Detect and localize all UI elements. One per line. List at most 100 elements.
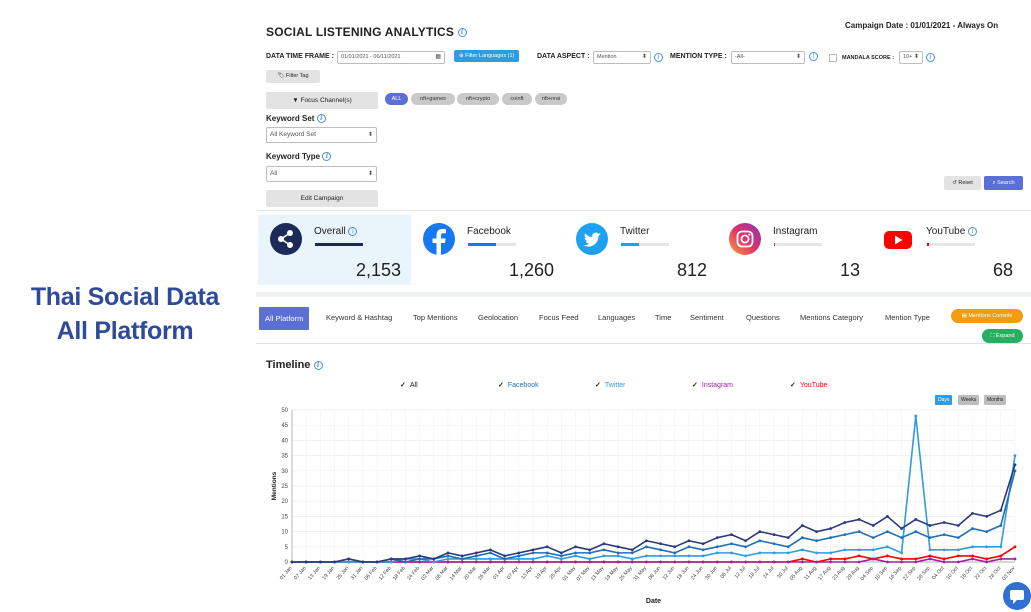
chat-icon[interactable] [1003,582,1031,610]
data-aspect-select[interactable]: Mention ⬍ [593,51,651,64]
search-button[interactable]: ⌕ Search [984,176,1023,190]
x-tick-label: 28 Oct [988,565,1003,581]
keyword-pill[interactable]: coinft [502,93,532,105]
data-point-youtube [985,557,989,561]
keyword-type-select[interactable]: All ⬍ [266,166,377,182]
data-point-twitter [786,551,790,555]
x-tick-label: 16 Oct [960,565,975,581]
chevron-down-icon: ⬍ [367,132,373,138]
data-point-twitter [616,554,620,558]
tab-mention-type[interactable]: Mention Type [885,313,930,322]
check-icon: ✓ [595,382,601,389]
data-point-facebook [588,551,592,555]
info-icon[interactable]: i [926,53,935,62]
section-divider [256,292,1031,297]
info-icon[interactable]: i [809,52,818,61]
granularity-days[interactable]: Days [935,395,953,405]
filter-languages-button[interactable]: ⊕ Filter Languages (1) [454,50,520,62]
tab-sentiment[interactable]: Sentiment [690,313,724,322]
data-point-all [474,551,478,555]
reset-button[interactable]: ↺ Reset [944,176,981,190]
chevron-down-icon: ⬍ [795,54,801,60]
data-point-all [290,560,294,564]
data-point-facebook [545,551,549,555]
data-point-all [489,548,492,552]
mentions-console-label: Mentions Console [968,313,1013,319]
info-icon[interactable]: i [316,114,326,124]
data-point-all [616,545,620,549]
data-point-all [730,533,733,537]
legend-all[interactable]: ✓ All [400,381,418,389]
expand-button[interactable]: ⛶ Expand [982,329,1023,343]
info-icon[interactable]: i [348,226,358,236]
data-point-facebook [404,560,407,564]
tab-time[interactable]: Time [655,313,672,322]
keyword-pill[interactable]: nft+games [411,93,455,105]
data-point-twitter [800,548,804,552]
tab-top-mentions[interactable]: Top Mentions [413,313,458,322]
legend-facebook[interactable]: ✓ Facebook [498,381,539,389]
tab-all-platform[interactable]: All Platform [259,307,310,330]
data-point-instagram [545,560,549,564]
focus-channels-button[interactable]: ▼ Focus Channel(s) [266,92,378,109]
stat-card-youtube[interactable]: YouTube i 68 [870,215,1023,285]
data-point-twitter [517,557,521,561]
tab-keyword-hashtag[interactable]: Keyword & Hashtag [326,313,393,322]
stat-name: Facebook [467,226,511,237]
stat-share-bar [468,243,516,246]
tab-geolocation[interactable]: Geolocation [478,313,519,322]
series-line-facebook [292,470,1016,563]
date-range-picker[interactable]: 01/01/2021 - 06/11/2021 ▦ [337,51,445,64]
info-icon[interactable]: i [322,152,332,162]
tab-questions[interactable]: Questions [746,313,780,322]
keyword-pill[interactable]: nft+crypto [457,93,499,105]
data-point-youtube [956,554,960,558]
data-point-twitter [673,554,677,558]
keyword-pill[interactable]: nft+nrai [535,93,567,105]
info-icon[interactable]: i [654,53,663,62]
data-point-instagram [999,557,1003,561]
expand-label: Expand [995,333,1015,339]
edit-campaign-button[interactable]: Edit Campaign [266,190,378,207]
granularity-weeks[interactable]: Weeks [958,395,980,405]
keyword-set-select[interactable]: All Keyword Set ⬍ [266,127,377,143]
stat-card-twitter[interactable]: Twitter 812 [564,215,717,285]
info-icon[interactable]: i [968,226,978,236]
filter-tag-button[interactable]: 🏷 Filter Tag [266,70,320,83]
x-tick-label: 12 Feb [378,565,393,581]
data-point-instagram [418,560,421,564]
stat-card-overall[interactable]: Overall i 2,153 [258,215,411,285]
data-point-facebook [914,530,918,533]
calendar-icon: ▦ [435,54,441,60]
data-point-facebook [574,551,577,555]
stat-card-facebook[interactable]: Facebook 1,260 [411,215,564,285]
data-point-instagram [460,560,464,564]
tab-focus-feed[interactable]: Focus Feed [539,313,579,322]
legend-instagram[interactable]: ✓ Instagram [692,381,733,389]
keyword-pill[interactable]: ALL [385,93,408,105]
data-point-facebook [800,536,804,540]
tab-languages[interactable]: Languages [598,313,636,322]
data-point-twitter [956,548,960,552]
divider [256,210,1031,211]
mention-type-select[interactable]: -All- ⬍ [731,51,805,64]
data-point-facebook [928,536,932,540]
legend-youtube[interactable]: ✓ YouTube [790,381,827,389]
info-icon[interactable]: i [457,28,467,38]
granularity-months[interactable]: Months [984,395,1007,405]
mentions-console-button[interactable]: ▤ Mentions Console [951,309,1023,323]
info-icon[interactable]: i [313,360,323,370]
date-range-value: 01/01/2021 - 06/11/2021 [341,54,401,60]
y-tick-label: 40 [281,438,288,444]
stat-value: 1,260 [508,260,554,280]
mandala-score-checkbox[interactable] [829,54,837,62]
data-point-youtube [800,557,804,561]
data-point-twitter [687,554,691,558]
mandala-score-select[interactable]: 10+ ⬍ [899,51,923,64]
data-point-twitter [758,551,762,555]
legend-twitter[interactable]: ✓ Twitter [595,381,626,389]
data-point-twitter [730,551,733,555]
tab-mentions-category[interactable]: Mentions Category [800,313,863,322]
stat-card-instagram[interactable]: Instagram 13 [717,215,870,285]
